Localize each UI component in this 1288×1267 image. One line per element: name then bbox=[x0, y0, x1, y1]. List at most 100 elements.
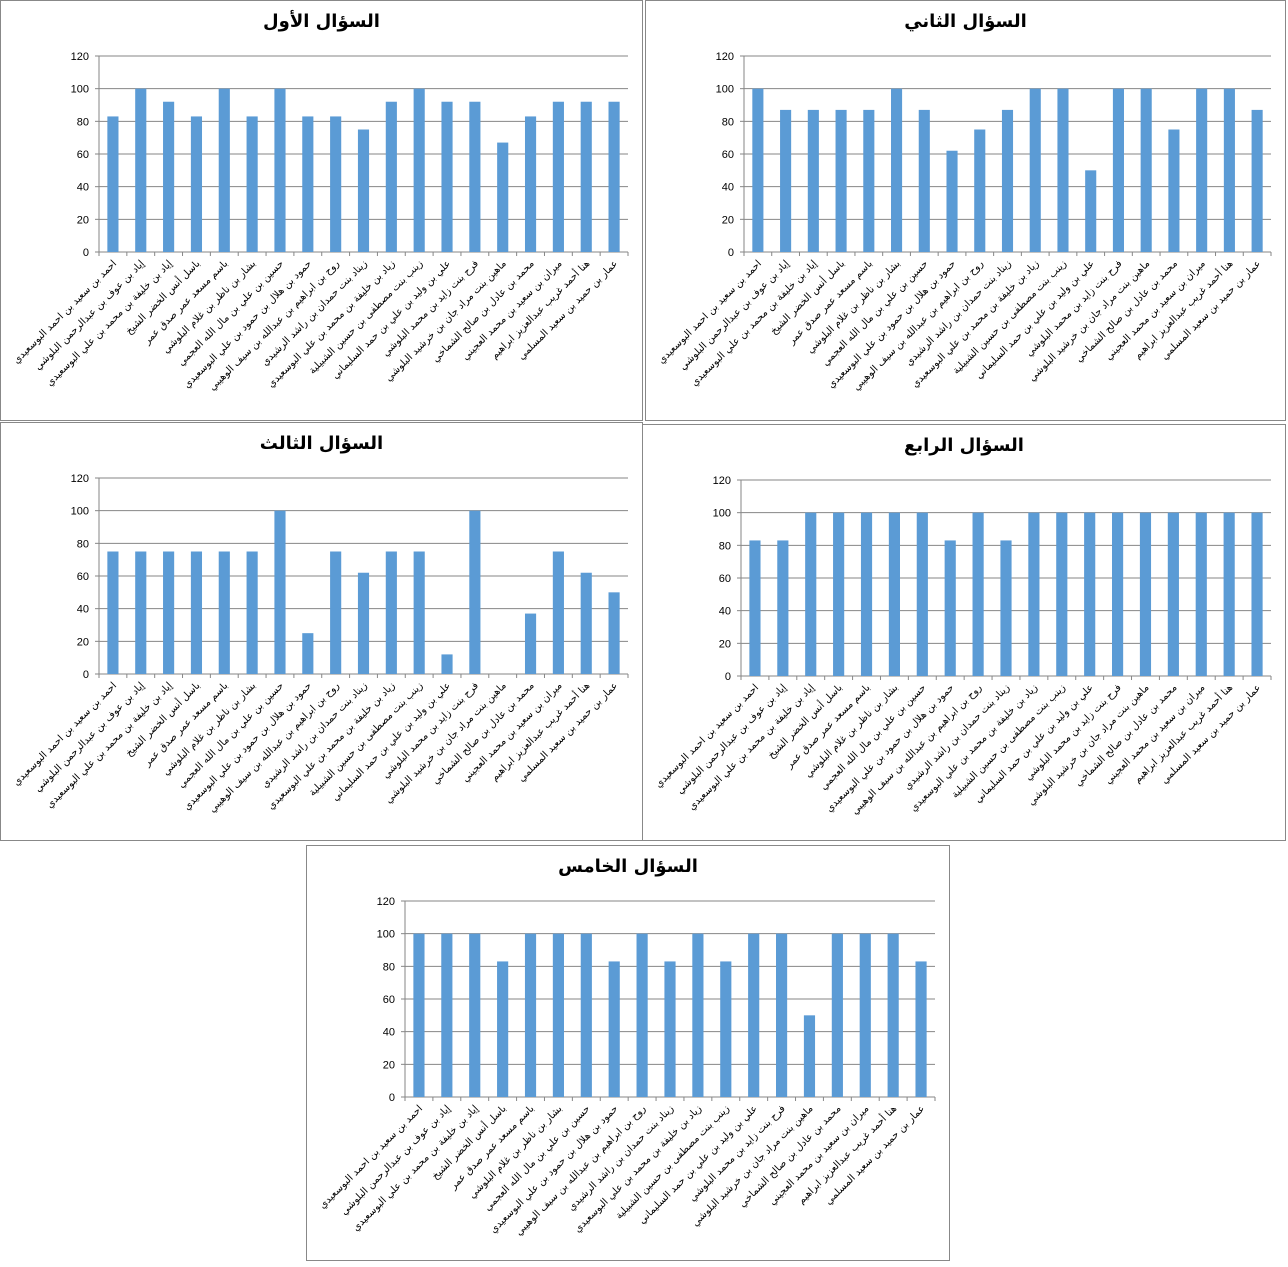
bar bbox=[190, 116, 203, 252]
y-tick-label: 100 bbox=[71, 506, 89, 518]
bar bbox=[1223, 88, 1235, 253]
chart-panel-q5: السؤال الخامس 0 20 40 60 80 100 120 احمد بن سعيد… bbox=[306, 845, 950, 1261]
bar bbox=[107, 116, 119, 252]
chart-title: السؤال الرابع bbox=[904, 435, 1024, 456]
bar bbox=[1251, 512, 1263, 676]
y-tick-label: 20 bbox=[383, 1059, 395, 1071]
x-tick-label: إياد بن عوف بن عبدالرحمن البلوشي bbox=[33, 680, 147, 794]
bar bbox=[107, 551, 119, 674]
bar bbox=[274, 88, 286, 253]
bar bbox=[944, 540, 956, 676]
bar bbox=[831, 933, 843, 1097]
bar bbox=[580, 101, 592, 252]
y-tick-label: 0 bbox=[83, 247, 89, 259]
bar bbox=[385, 551, 397, 674]
x-tick-label: إياد بن خليفة بن محمد بن علي البوسعيدي bbox=[44, 258, 174, 388]
chart-panel-q4: السؤال الرابع 0 20 40 60 80 100 120 احمد بن سعيد… bbox=[642, 424, 1286, 841]
y-tick-label: 120 bbox=[713, 475, 731, 487]
bar bbox=[135, 88, 147, 253]
bar bbox=[469, 101, 481, 252]
bar bbox=[302, 116, 314, 252]
bar bbox=[835, 109, 847, 253]
bar bbox=[218, 88, 230, 253]
bar bbox=[302, 633, 314, 674]
y-tick-label: 40 bbox=[77, 182, 89, 194]
bar bbox=[972, 512, 984, 676]
bar bbox=[891, 88, 903, 253]
bar bbox=[580, 572, 592, 674]
bar bbox=[918, 109, 930, 253]
bar bbox=[1196, 88, 1208, 253]
y-tick-label: 100 bbox=[713, 508, 731, 520]
bar bbox=[190, 551, 203, 674]
y-tick-label: 0 bbox=[728, 247, 734, 259]
x-tick-label: احمد بن سعيد بن احمد البوسعيدي bbox=[317, 1103, 425, 1211]
bar bbox=[552, 551, 564, 674]
y-tick-label: 0 bbox=[83, 669, 89, 681]
x-tick-label: إياد بن عوف بن عبدالرحمن البلوشي bbox=[339, 1103, 453, 1217]
bar bbox=[608, 592, 620, 674]
chart-title: السؤال الخامس bbox=[558, 856, 698, 877]
bar bbox=[1167, 512, 1179, 676]
bar bbox=[218, 551, 230, 674]
bar bbox=[608, 961, 620, 1097]
bar bbox=[1112, 88, 1124, 253]
bar-chart: 0 20 40 60 80 100 120 احمد بن سعيد بن احمد البو… bbox=[653, 475, 1272, 817]
bar bbox=[1085, 170, 1097, 252]
x-tick-label: حمود بن هلال بن حمود بن علي البوسعيدي bbox=[826, 258, 958, 390]
y-tick-label: 80 bbox=[77, 538, 89, 550]
x-tick-label: محمد بن عادل بن صالح الشماخي bbox=[1073, 682, 1179, 788]
x-tick-label: احمد بن سعيد بن احمد البوسعيدي bbox=[11, 680, 119, 788]
x-tick-label: إياد بن خليفة بن محمد بن علي البوسعيدي bbox=[687, 682, 817, 812]
x-tick-label: إياد بن خليفة بن محمد بن علي البوسعيدي bbox=[351, 1103, 481, 1233]
bar bbox=[330, 116, 342, 252]
bar bbox=[330, 551, 342, 674]
bar-chart: 0 20 40 60 80 100 120 احمد بن سعيد بن احمد البو… bbox=[11, 51, 629, 393]
y-tick-label: 100 bbox=[377, 929, 395, 941]
y-tick-label: 80 bbox=[719, 540, 731, 552]
bar bbox=[1140, 88, 1152, 253]
bar bbox=[552, 933, 564, 1097]
bar bbox=[859, 933, 871, 1097]
bar bbox=[720, 961, 732, 1097]
bar bbox=[357, 572, 370, 674]
bar bbox=[1056, 512, 1068, 676]
y-tick-label: 60 bbox=[719, 573, 731, 585]
bar bbox=[469, 933, 481, 1097]
bar bbox=[357, 129, 370, 252]
bar bbox=[135, 551, 147, 674]
chart-title: السؤال الثالث bbox=[259, 433, 384, 454]
bar bbox=[524, 613, 537, 674]
bar bbox=[246, 116, 258, 252]
y-tick-label: 40 bbox=[77, 604, 89, 616]
bar bbox=[1001, 109, 1014, 253]
bar bbox=[274, 510, 286, 674]
bar bbox=[580, 933, 592, 1097]
y-tick-label: 40 bbox=[722, 182, 734, 194]
bar bbox=[807, 109, 819, 253]
chart-panel-q1: السؤال الأول 0 20 40 60 80 100 120 احمد بن سعيد … bbox=[0, 0, 643, 421]
x-tick-label: إياد بن عوف بن عبدالرحمن البلوشي bbox=[678, 258, 792, 372]
x-tick-label: إياد بن خليفة بن محمد بن علي البوسعيدي bbox=[689, 258, 819, 388]
x-tick-label: احمد بن سعيد بن احمد البوسعيدي bbox=[653, 682, 761, 790]
y-tick-label: 60 bbox=[722, 149, 734, 161]
bar bbox=[888, 512, 900, 676]
bar bbox=[887, 933, 899, 1097]
x-tick-label: محمد بن عادل بن صالح الشماخي bbox=[737, 1103, 843, 1209]
bar bbox=[805, 512, 817, 676]
bar bbox=[664, 961, 676, 1097]
bar bbox=[1223, 512, 1235, 676]
y-tick-label: 20 bbox=[722, 214, 734, 226]
y-tick-label: 120 bbox=[71, 473, 89, 485]
y-tick-label: 40 bbox=[383, 1027, 395, 1039]
x-tick-label: احمد بن سعيد بن احمد البوسعيدي bbox=[11, 258, 119, 366]
bar bbox=[413, 88, 425, 253]
bar bbox=[780, 109, 792, 253]
bar-chart: 0 20 40 60 80 100 120 احمد بن سعيد بن احمد البو… bbox=[317, 896, 936, 1238]
bar bbox=[524, 116, 537, 252]
bar bbox=[748, 933, 760, 1097]
y-tick-label: 120 bbox=[716, 51, 734, 63]
bar bbox=[777, 540, 789, 676]
bar bbox=[974, 129, 986, 252]
bar bbox=[441, 933, 453, 1097]
